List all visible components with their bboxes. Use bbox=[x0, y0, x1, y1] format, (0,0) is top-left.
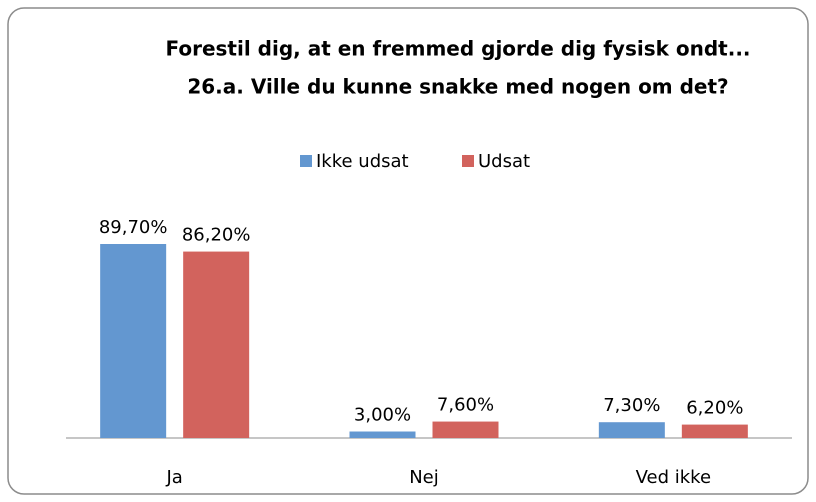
data-label: 3,00% bbox=[354, 405, 411, 426]
data-label: 7,60% bbox=[437, 395, 494, 416]
legend-label: Udsat bbox=[478, 151, 530, 172]
bar bbox=[432, 421, 499, 438]
data-label: 6,20% bbox=[686, 398, 743, 419]
x-tick-label: Ja bbox=[165, 467, 182, 488]
legend-swatch bbox=[462, 155, 474, 167]
legend-label: Ikke udsat bbox=[316, 151, 409, 172]
bar bbox=[100, 244, 167, 438]
x-tick-label: Nej bbox=[409, 467, 439, 488]
bar bbox=[183, 251, 250, 438]
bar bbox=[681, 424, 748, 438]
legend-swatch bbox=[300, 155, 312, 167]
bar bbox=[598, 422, 665, 438]
bar bbox=[349, 431, 416, 438]
data-label: 89,70% bbox=[99, 217, 168, 238]
chart-title: 26.a. Ville du kunne snakke med nogen om… bbox=[187, 75, 728, 99]
data-label: 7,30% bbox=[603, 395, 660, 416]
x-tick-label: Ved ikke bbox=[636, 467, 711, 488]
data-label: 86,20% bbox=[182, 225, 251, 246]
chart-title: Forestil dig, at en fremmed gjorde dig f… bbox=[165, 37, 750, 61]
